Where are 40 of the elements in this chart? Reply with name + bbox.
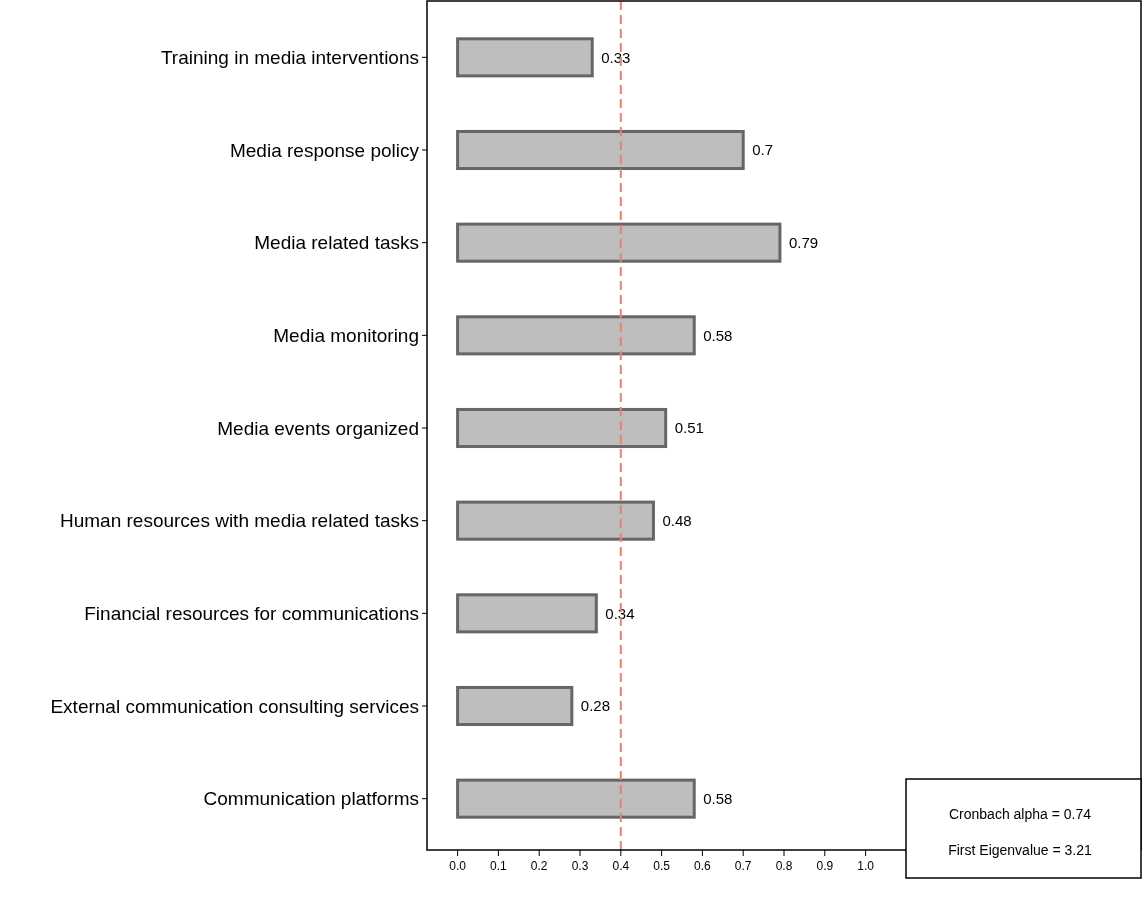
x-tick-label: 0.8 (775, 859, 793, 873)
x-tick-label: 0.0 (449, 859, 467, 873)
bar (456, 407, 668, 449)
data-label: 0.58 (703, 789, 733, 807)
x-tick-label: 0.9 (816, 859, 834, 873)
data-label: 0.79 (788, 233, 819, 251)
bar (456, 500, 655, 541)
bar (456, 778, 696, 819)
y-tick-label: Media response policy (229, 139, 420, 161)
y-tick-label: Financial resources for communications (84, 602, 419, 624)
bar (456, 315, 696, 356)
x-tick-label: 0.2 (530, 859, 548, 873)
x-tick-label: 0.1 (490, 859, 508, 873)
y-tick-label: Human resources with media related tasks (59, 510, 419, 532)
x-tick-label: 0.5 (653, 859, 671, 873)
x-tick-label: 0.4 (612, 859, 630, 873)
y-tick-label: Training in media interventions (160, 46, 419, 68)
y-tick-label: External communication consulting services (50, 695, 419, 717)
data-label: 0.48 (662, 511, 692, 529)
data-label: 0.51 (674, 419, 704, 437)
y-tick-label: Communication platforms (203, 788, 419, 810)
x-tick-label: 0.7 (734, 859, 752, 873)
data-label: 0.34 (605, 604, 635, 622)
bar (456, 129, 745, 171)
annotation: Cronbach alpha = 0.74 (948, 805, 1092, 822)
x-tick-label: 1.0 (857, 859, 875, 873)
data-label: 0.33 (601, 48, 631, 66)
y-tick-label: Media related tasks (254, 232, 419, 254)
data-label: 0.28 (580, 697, 611, 715)
x-tick-label: 0.6 (694, 859, 712, 873)
x-tick-label: 0.3 (571, 859, 589, 873)
annotation: First Eigenvalue = 3.21 (948, 841, 1092, 858)
y-tick-label: Media monitoring (273, 324, 419, 346)
data-label: 0.58 (703, 326, 733, 344)
bar (456, 685, 574, 727)
y-tick-label: Media events organized (217, 417, 419, 439)
bar (456, 593, 598, 634)
bar (456, 37, 594, 78)
bar (456, 222, 782, 263)
data-label: 0.7 (752, 141, 774, 159)
